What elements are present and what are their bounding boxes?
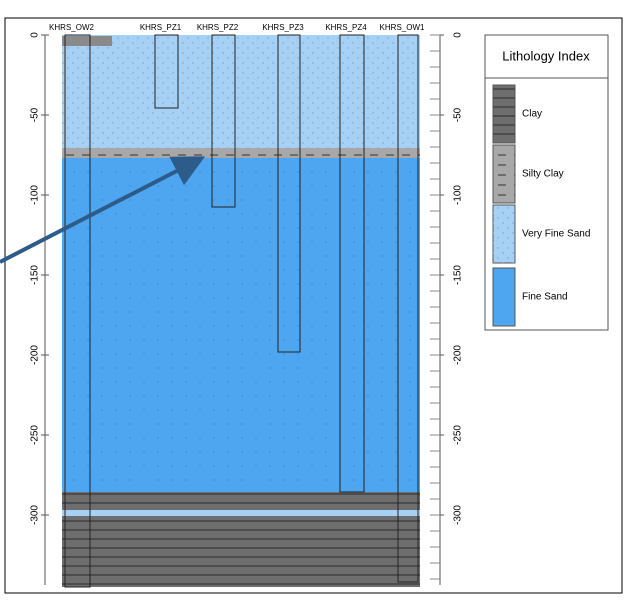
depth-label: -50 [30, 107, 41, 122]
depth-label: -300 [30, 505, 41, 525]
depth-label: 0 [453, 32, 464, 38]
legend-swatch-dots [493, 205, 515, 263]
depth-label: 0 [30, 32, 41, 38]
legend-label: Clay [522, 109, 542, 120]
sand-lens [62, 510, 420, 516]
cross-section: Lithology Index KHRS_OW2 KHRS_PZ1 KHRS_PZ2… [0, 0, 627, 597]
fine-sand-dots [62, 158, 420, 492]
depth-label: -300 [453, 505, 464, 525]
well-label: KHRS_PZ3 [262, 23, 304, 32]
very-fine-sand-dots [62, 35, 420, 150]
legend-title: Lithology Index [502, 48, 590, 63]
well-label: KHRS_PZ4 [325, 23, 367, 32]
legend-swatch [493, 85, 515, 143]
depth-label: -150 [453, 265, 464, 285]
depth-label: -150 [30, 265, 41, 285]
depth-label: -100 [30, 185, 41, 205]
depth-label: -250 [453, 425, 464, 445]
legend-swatch [493, 145, 515, 203]
depth-label: -250 [30, 425, 41, 445]
well-label: KHRS_OW2 [49, 23, 94, 32]
well-label: KHRS_PZ2 [197, 23, 239, 32]
legend-label: Silty Clay [522, 169, 564, 180]
well-label: KHRS_OW1 [380, 23, 425, 32]
depth-label: -200 [30, 345, 41, 365]
legend-swatch [493, 268, 515, 326]
depth-label: -200 [453, 345, 464, 365]
legend-label: Fine Sand [522, 292, 568, 303]
layers [62, 35, 420, 587]
depth-label: -100 [453, 185, 464, 205]
well-label: KHRS_PZ1 [140, 23, 182, 32]
clay-lens [62, 36, 112, 46]
clay-layer [62, 492, 420, 587]
legend-label: Very Fine Sand [522, 229, 590, 240]
depth-label: -50 [453, 107, 464, 122]
